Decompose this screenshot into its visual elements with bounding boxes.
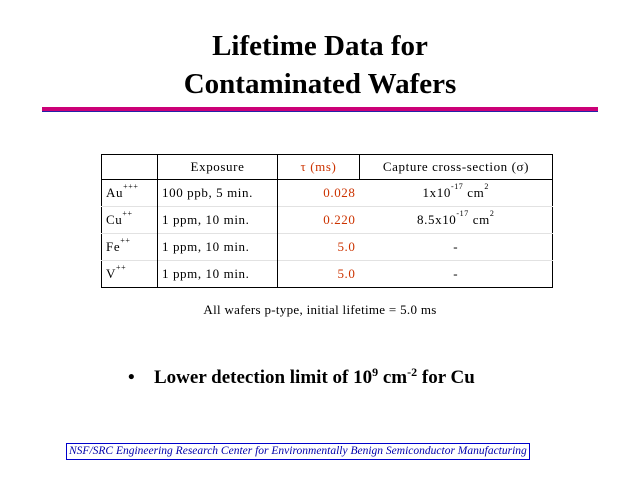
- header-exposure: Exposure: [157, 154, 278, 180]
- slide-title-line-2: Contaminated Wafers: [183, 68, 457, 100]
- exposure-cell: 1 ppm, 10 min.: [157, 260, 278, 288]
- header-tau: τ (ms): [277, 154, 360, 180]
- exposure-cell: 1 ppm, 10 min.: [157, 233, 278, 261]
- capture-mantissa: 8.5x10: [417, 212, 457, 227]
- element-cell: V++: [101, 260, 158, 288]
- tau-cell: 5.0: [277, 233, 360, 261]
- table-note: All wafers p-type, initial lifetime = 5.…: [203, 302, 437, 317]
- element-charge: ++: [122, 209, 133, 218]
- element-charge: ++: [120, 236, 131, 245]
- bullet-icon: •: [128, 367, 135, 388]
- element-symbol: Au: [106, 185, 124, 200]
- capture-cell: -: [359, 233, 553, 261]
- capture-mantissa: 1x10: [422, 185, 451, 200]
- element-charge: +++: [123, 182, 139, 191]
- header-element: [101, 154, 158, 180]
- slide-title-line-1: Lifetime Data for: [212, 30, 428, 62]
- header-capture-cross-section: Capture cross-section (σ): [359, 154, 553, 180]
- capture-exponent: -17: [450, 182, 464, 191]
- table-header-row: Exposure τ (ms) Capture cross-section (σ…: [101, 154, 553, 180]
- element-cell: Au+++: [102, 180, 158, 207]
- capture-exponent: -17: [456, 209, 469, 218]
- capture-unit-exponent: 2: [484, 182, 489, 191]
- bullet-power: 9: [372, 365, 379, 379]
- tau-cell: 0.028: [277, 179, 360, 207]
- capture-unit: cm: [472, 212, 490, 227]
- capture-unit: cm: [467, 185, 485, 200]
- bullet-unit: cm: [378, 367, 408, 388]
- table-row: V++ 1 ppm, 10 min. 5.0 -: [101, 260, 553, 288]
- exposure-cell: 100 ppb, 5 min.: [157, 179, 278, 207]
- exposure-cell: 1 ppm, 10 min.: [157, 206, 278, 234]
- capture-cell: -: [359, 260, 553, 288]
- tau-cell: 0.220: [277, 206, 360, 234]
- element-symbol: Cu: [106, 212, 123, 227]
- tau-cell: 5.0: [277, 260, 360, 288]
- bullet-text: Lower detection limit of 10: [154, 367, 373, 388]
- lifetime-table: Exposure τ (ms) Capture cross-section (σ…: [101, 154, 553, 288]
- element-cell: Fe++: [101, 233, 158, 261]
- element-cell: Cu++: [101, 206, 158, 234]
- bullet-point: • Lower detection limit of 109 cm-2 for C…: [128, 365, 475, 389]
- element-symbol: Fe: [106, 239, 121, 254]
- capture-cell: 8.5x10-17 cm2: [359, 206, 553, 234]
- title-divider: [42, 107, 598, 112]
- table-row: Fe++ 1 ppm, 10 min. 5.0 -: [101, 233, 553, 261]
- footer-banner: NSF/SRC Engineering Research Center for …: [66, 443, 530, 460]
- table-row: Au+++ 100 ppb, 5 min. 0.028 1x10-17 cm2: [102, 179, 553, 207]
- capture-unit-exponent: 2: [489, 209, 495, 218]
- slide-title: Lifetime Data for Contaminated Wafers: [0, 27, 640, 103]
- bullet-text-end: for Cu: [417, 367, 475, 388]
- capture-cell: 1x10-17 cm2: [360, 180, 553, 207]
- element-charge: ++: [116, 263, 127, 272]
- table-row: Cu++ 1 ppm, 10 min. 0.220 8.5x10-17 cm2: [101, 206, 553, 234]
- element-symbol: V: [106, 266, 116, 281]
- bullet-unit-exponent: -2: [407, 365, 418, 379]
